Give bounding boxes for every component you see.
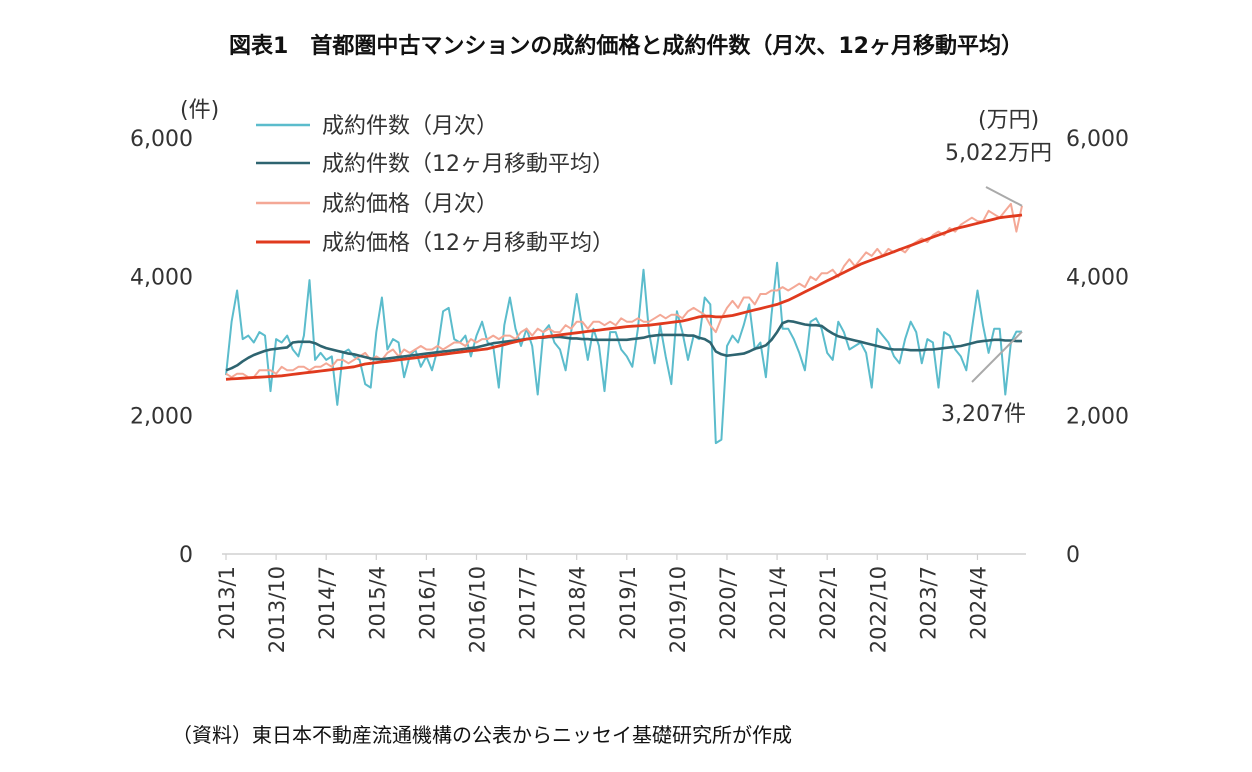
legend-label: 成約件数（月次）: [322, 114, 498, 139]
x-tick-label: 2020/7: [716, 566, 740, 640]
left-y-tick-label: 0: [179, 543, 193, 568]
right-y-tick-label: 4,000: [1066, 266, 1129, 291]
left-y-tick-label: 4,000: [130, 266, 193, 291]
count-annotation-label: 3,207件: [941, 402, 1026, 427]
x-tick-label: 2022/10: [866, 566, 890, 653]
series-line-1: [225, 319, 1022, 372]
legend-label: 成約件数（12ヶ月移動平均）: [322, 152, 614, 177]
legend-item-1: 成約件数（12ヶ月移動平均）: [256, 152, 614, 177]
x-tick-label: 2019/10: [666, 566, 690, 653]
legend-item-3: 成約価格（12ヶ月移動平均）: [256, 231, 614, 256]
x-tick-label: 2019/1: [616, 566, 640, 640]
right-y-tick-label: 0: [1066, 543, 1080, 568]
series-line-0: [225, 261, 1022, 445]
count-annotation-line: [971, 330, 1023, 383]
x-tick-label: 2017/7: [516, 566, 540, 640]
x-tick-label: 2014/7: [315, 566, 339, 640]
right-y-tick-label: 2,000: [1066, 404, 1129, 429]
x-tick-label: 2013/10: [265, 566, 289, 653]
x-tick-label: 2024/4: [966, 566, 990, 640]
source-note: （資料）東日本不動産流通機構の公表からニッセイ基礎研究所が作成: [172, 723, 792, 747]
chart-title: 図表1 首都圏中古マンションの成約価格と成約件数（月次、12ヶ月移動平均）: [229, 33, 1023, 59]
series-line-2: [225, 202, 1023, 379]
right-y-tick-label: 6,000: [1066, 127, 1129, 152]
x-tick-label: 2021/4: [766, 566, 790, 640]
legend-label: 成約価格（12ヶ月移動平均）: [322, 231, 614, 256]
x-tick-label: 2016/10: [465, 566, 489, 653]
x-tick-label: 2013/1: [215, 566, 239, 640]
legend-item-0: 成約件数（月次）: [256, 114, 498, 139]
x-tick-label: 2016/1: [415, 566, 439, 640]
left-y-tick-label: 6,000: [130, 127, 193, 152]
left-y-tick-label: 2,000: [130, 404, 193, 429]
x-tick-label: 2022/1: [816, 566, 840, 640]
left-axis-unit: (件): [180, 98, 219, 123]
x-tick-label: 2023/7: [916, 566, 940, 640]
x-tick-label: 2015/4: [365, 566, 389, 640]
price-annotation-label: 5,022万円: [945, 141, 1052, 166]
x-tick-label: 2018/4: [566, 566, 590, 640]
legend-item-2: 成約価格（月次）: [256, 192, 498, 217]
legend-label: 成約価格（月次）: [322, 192, 498, 217]
series-line-3: [225, 213, 1023, 381]
price-annotation-line: [985, 186, 1023, 207]
right-axis-unit: (万円): [978, 108, 1039, 133]
